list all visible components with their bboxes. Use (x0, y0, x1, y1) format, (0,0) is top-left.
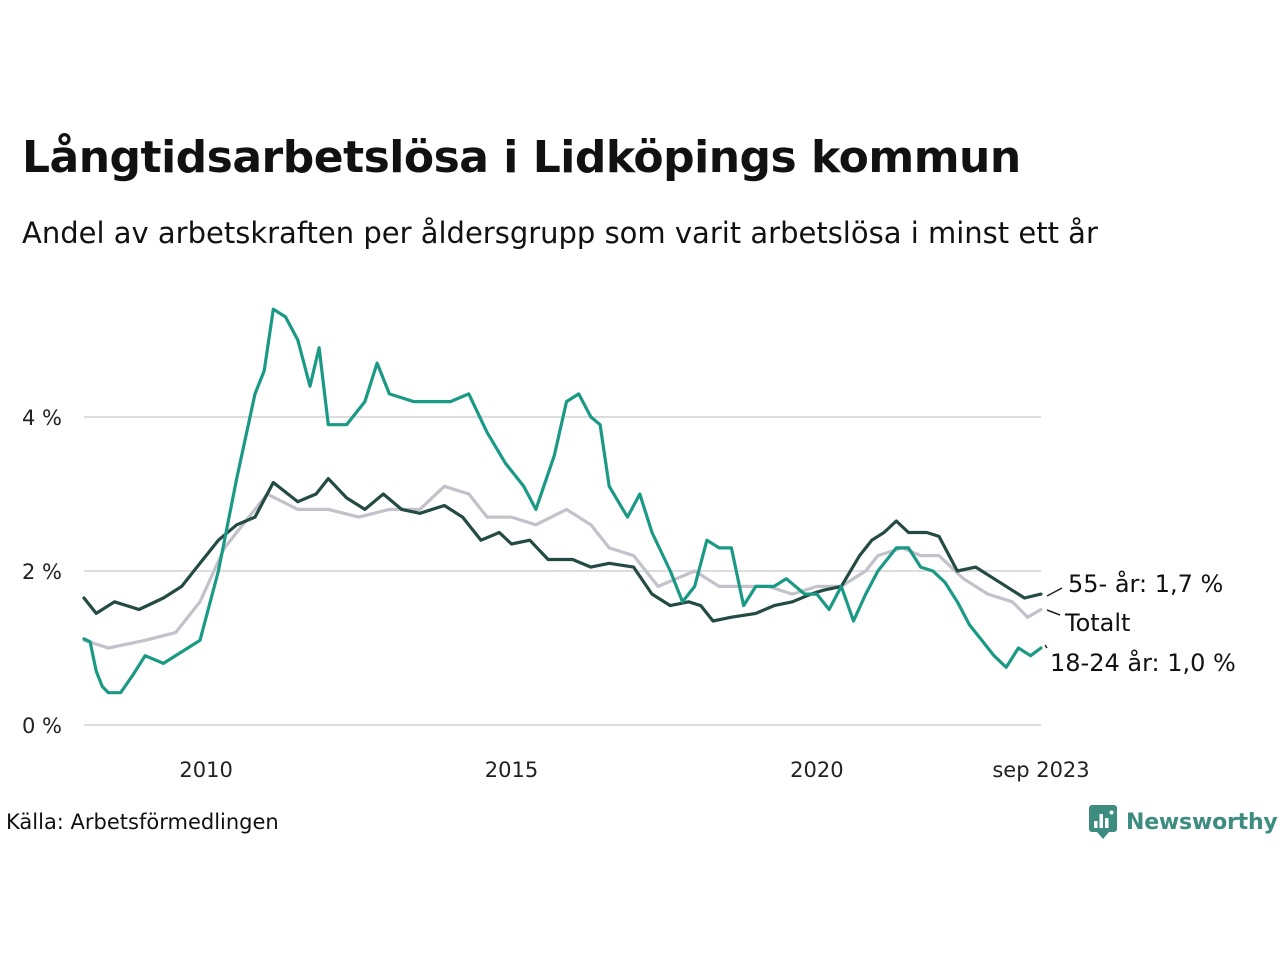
chart-subtitle: Andel av arbetskraften per åldersgrupp s… (22, 216, 1098, 250)
label-leader-line (1046, 609, 1061, 616)
y-axis-ticks: 0 % 2 % 4 % (22, 406, 62, 738)
label-leader-line (1046, 587, 1063, 597)
series-line-youth (82, 307, 1043, 695)
x-tick-label: sep 2023 (992, 758, 1089, 782)
x-tick-label: 2010 (179, 758, 232, 782)
brand-name: Newsworthy (1126, 809, 1278, 835)
gridlines (84, 416, 1041, 726)
x-tick-label: 2020 (790, 758, 843, 782)
series-end-labels: Totalt 55- år: 1,7 % 18-24 år: 1,0 % (1044, 569, 1236, 677)
series-line-total (82, 484, 1043, 650)
y-tick-label: 2 % (22, 560, 62, 584)
label-leader-line (1044, 644, 1048, 649)
series-line-older (82, 477, 1043, 623)
series-end-label: 18-24 år: 1,0 % (1050, 648, 1236, 677)
line-chart: 0 % 2 % 4 % 2010 2015 2020 sep 2023 Totalt 55-… (22, 307, 1236, 782)
y-tick-label: 4 % (22, 406, 62, 430)
x-tick-label: 2015 (485, 758, 538, 782)
chart-title: Långtidsarbetslösa i Lidköpings kommun (22, 132, 1021, 183)
y-tick-label: 0 % (22, 714, 62, 738)
newsworthy-logo: Newsworthy (1088, 804, 1278, 840)
series-lines (82, 307, 1043, 695)
series-end-label: 55- år: 1,7 % (1068, 569, 1223, 598)
newsworthy-logo-icon (1089, 805, 1117, 839)
source-note: Källa: Arbetsförmedlingen (6, 810, 279, 834)
series-end-label: Totalt (1064, 609, 1130, 637)
x-axis-ticks: 2010 2015 2020 sep 2023 (179, 758, 1089, 782)
